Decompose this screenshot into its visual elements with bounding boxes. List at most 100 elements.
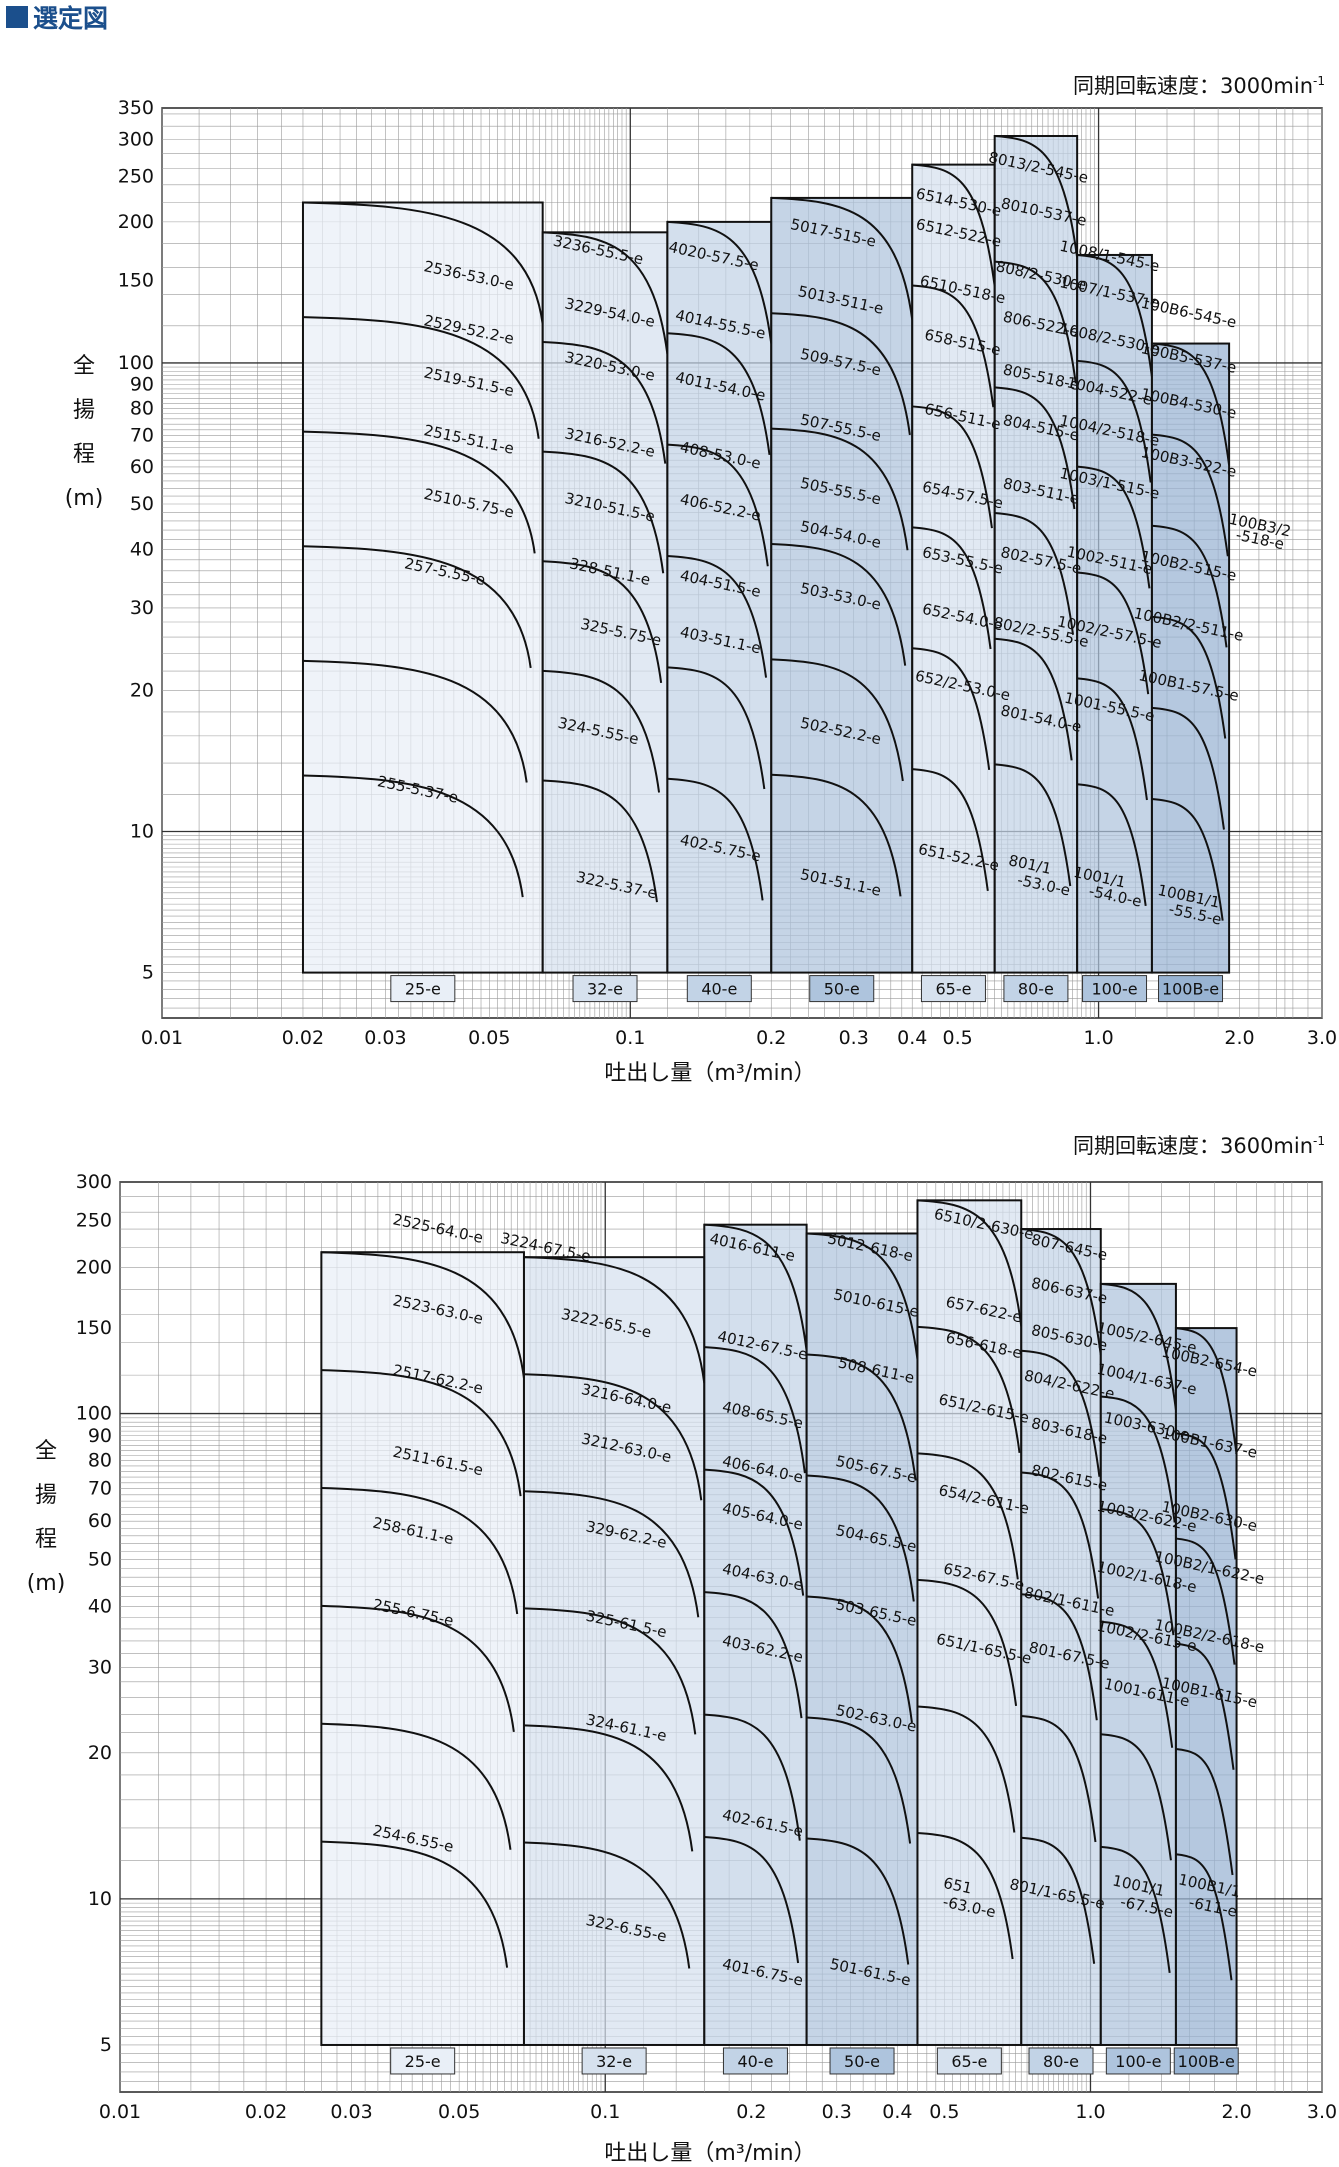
y-tick-label: 200 <box>118 211 154 233</box>
title-square-icon <box>6 6 28 28</box>
performance-curve <box>1151 797 1224 921</box>
performance-curve <box>1077 465 1151 589</box>
performance-curve <box>917 1325 1021 1454</box>
y-tick-label: 5 <box>100 2034 112 2056</box>
performance-curve <box>912 768 989 891</box>
performance-curve <box>523 1841 691 1969</box>
performance-curve <box>1021 1471 1100 1599</box>
performance-curve <box>1100 1620 1174 1748</box>
performance-curve <box>1021 1593 1098 1721</box>
performance-curve <box>917 1578 1018 1707</box>
x-axis-label: 吐出し量（m³/min） <box>604 2141 816 2166</box>
performance-curve <box>321 1369 522 1497</box>
band-label-box <box>1105 2047 1171 2075</box>
x-tick-label: 0.2 <box>736 2101 766 2123</box>
y-tick-label: 90 <box>130 373 154 395</box>
performance-curve <box>1077 571 1150 695</box>
performance-curve <box>704 1468 805 1596</box>
band-100B-e <box>1150 342 1231 974</box>
x-tick-label: 0.03 <box>364 1027 406 1049</box>
y-tick-label: 250 <box>118 165 154 187</box>
performance-curve <box>1021 1228 1102 1356</box>
performance-curve <box>1100 1733 1172 1861</box>
performance-curve <box>1175 1432 1237 1560</box>
performance-curve <box>321 1840 509 1968</box>
y-tick-label: 10 <box>130 821 154 843</box>
performance-curve <box>1175 1853 1233 1981</box>
performance-curve <box>912 163 996 287</box>
y-tick-label: 300 <box>76 1171 112 1193</box>
x-tick-label: 0.5 <box>929 2101 959 2123</box>
x-tick-label: 0.01 <box>141 1027 183 1049</box>
x-tick-label: 0.05 <box>438 2101 480 2123</box>
band-label-box <box>390 2047 456 2075</box>
performance-curve <box>1021 1349 1101 1477</box>
chart-plot-svg: 25-e 32-e 40-e 50-e 65-e 80-e 100-e 100B-e2525-… <box>76 1171 1337 2123</box>
x-tick-label: 0.1 <box>590 2101 620 2123</box>
performance-curve <box>994 135 1079 258</box>
y-tick-label: 250 <box>76 1209 112 1231</box>
band-label: 40-e <box>701 980 737 999</box>
x-tick-label: 1.0 <box>1075 2101 1105 2123</box>
performance-curve <box>806 1716 912 1844</box>
performance-curve <box>912 284 995 408</box>
performance-curve <box>917 1705 1016 1833</box>
x-tick-label: 2.0 <box>1221 2101 1251 2123</box>
y-tick-label: 10 <box>88 1888 112 1910</box>
performance-curve <box>1021 1715 1097 1843</box>
y-tick-label: 20 <box>88 1742 112 1764</box>
performance-curve <box>667 220 773 344</box>
performance-curve <box>321 1251 525 1379</box>
performance-curve <box>523 1724 694 1852</box>
performance-curve <box>994 386 1076 510</box>
performance-curve <box>1100 1395 1176 1523</box>
band-label: 40-e <box>737 2052 773 2071</box>
performance-curve <box>1100 1508 1175 1636</box>
y-tick-label: 5 <box>142 962 154 984</box>
band-label: 100B-e <box>1178 2052 1235 2071</box>
band-label-box <box>390 975 456 1003</box>
performance-curve <box>771 658 904 782</box>
performance-curve <box>806 1474 915 1602</box>
y-axis-label: 全揚程 (m) <box>64 354 104 511</box>
y-tick-label: 50 <box>130 493 154 515</box>
performance-curve <box>771 427 909 551</box>
performance-curve <box>1175 1327 1238 1455</box>
x-tick-label: 0.4 <box>897 1027 927 1049</box>
performance-curve <box>806 1595 913 1723</box>
band-label: 80-e <box>1043 2052 1079 2071</box>
performance-curve <box>912 526 992 650</box>
band-label: 100-e <box>1115 2052 1161 2071</box>
page-title-block: 選定図 <box>6 2 108 33</box>
performance-curve <box>302 316 540 439</box>
band-label: 32-e <box>596 2052 632 2071</box>
performance-curve <box>542 340 667 464</box>
y-tick-label: 100 <box>76 1403 112 1425</box>
y-tick-label: 60 <box>130 456 154 478</box>
performance-curve <box>1151 342 1231 466</box>
performance-curve <box>302 659 528 783</box>
speed-label: 同期回転速度：3000min-1 <box>1072 74 1325 98</box>
x-tick-label: 2.0 <box>1224 1027 1254 1049</box>
performance-curve <box>1077 783 1147 907</box>
performance-curve <box>302 774 524 898</box>
performance-curve <box>523 1256 706 1384</box>
band-label: 50-e <box>824 980 860 999</box>
band-32-e <box>522 1256 706 2046</box>
x-tick-label: 0.05 <box>468 1027 510 1049</box>
y-tick-label: 30 <box>130 597 154 619</box>
performance-curve <box>1151 524 1228 648</box>
performance-curve <box>994 260 1077 384</box>
y-tick-label: 80 <box>130 397 154 419</box>
performance-curve <box>667 666 766 790</box>
performance-curve <box>321 1604 515 1732</box>
y-tick-label: 50 <box>88 1549 112 1571</box>
x-tick-label: 1.0 <box>1083 1027 1113 1049</box>
performance-curve <box>667 443 769 567</box>
band-40-e <box>703 1223 808 2046</box>
band-label: 65-e <box>935 980 971 999</box>
performance-curve <box>806 1353 917 1481</box>
y-tick-label: 350 <box>118 97 154 119</box>
band-50-e <box>805 1232 919 2046</box>
x-tick-label: 0.1 <box>615 1027 645 1049</box>
